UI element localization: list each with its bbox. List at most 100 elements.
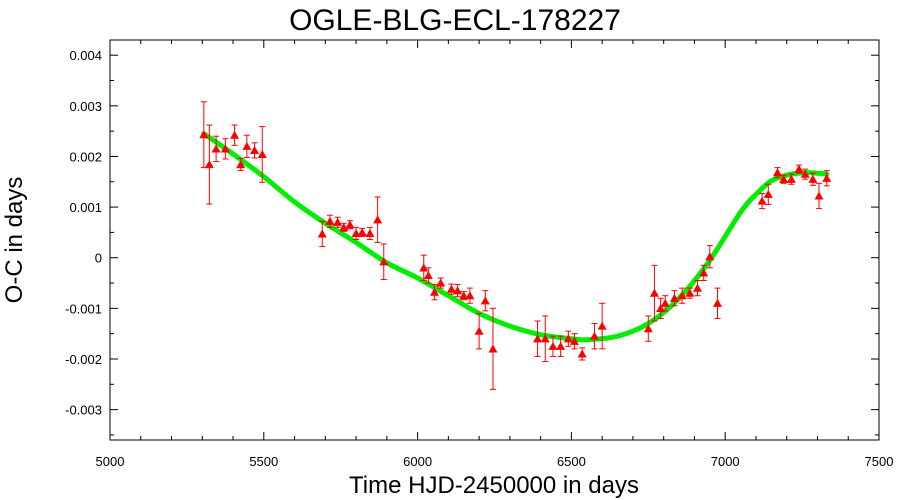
data-point [794, 164, 804, 174]
data-point [685, 287, 695, 299]
x-tick-label: 5500 [249, 454, 278, 469]
data-point [436, 277, 446, 289]
data-point [643, 315, 653, 342]
data-point [713, 287, 723, 319]
data-point [230, 124, 240, 146]
triangle-marker [220, 144, 230, 153]
x-tick-label: 6000 [403, 454, 432, 469]
triangle-marker [430, 287, 440, 296]
triangle-marker [236, 160, 246, 169]
triangle-marker [333, 217, 343, 226]
data-point [660, 295, 670, 312]
data-point [786, 173, 796, 185]
triangle-marker [763, 189, 773, 199]
triangle-marker [453, 286, 463, 295]
data-point [453, 284, 463, 298]
data-point [236, 157, 246, 172]
triangle-marker [436, 278, 446, 287]
triangle-marker [569, 336, 579, 345]
fit-curve [201, 131, 830, 343]
triangle-marker [563, 334, 573, 343]
triangle-marker [242, 141, 252, 150]
triangle-marker [669, 293, 679, 302]
triangle-marker [757, 196, 767, 205]
data-point [204, 124, 214, 205]
triangle-marker [656, 303, 666, 312]
x-tick-label: 7000 [711, 454, 740, 469]
data-point [800, 168, 810, 180]
triangle-marker [423, 270, 433, 280]
triangle-marker [345, 220, 355, 229]
data-point [597, 302, 607, 350]
data-point [257, 126, 267, 183]
data-point [333, 216, 343, 228]
data-point [480, 290, 490, 312]
data-point [533, 320, 543, 357]
chart-title: OGLE-BLG-ECL-178227 [289, 4, 621, 37]
triangle-marker [685, 288, 695, 297]
data-point [242, 134, 252, 158]
x-tick-label: 6500 [557, 454, 586, 469]
data-point [772, 167, 782, 179]
data-point [317, 220, 327, 248]
triangle-marker [772, 168, 782, 177]
triangle-marker [339, 222, 349, 231]
triangle-marker [540, 334, 550, 343]
y-tick-label: -0.001 [65, 301, 102, 316]
y-tick-label: -0.002 [65, 352, 102, 367]
data-point [474, 312, 484, 350]
triangle-marker [365, 228, 375, 238]
data-point [649, 264, 659, 322]
triangle-marker [357, 227, 367, 237]
triangle-marker [677, 291, 687, 300]
triangle-marker [786, 174, 796, 183]
x-axis: 5000 5500 6000 6500 7000 7500 [96, 40, 894, 469]
data-point [699, 264, 709, 282]
triangle-marker [693, 283, 703, 292]
data-point [379, 243, 389, 280]
triangle-marker [317, 229, 327, 238]
y-tick-label: 0.003 [69, 99, 102, 114]
data-point [814, 182, 824, 210]
triangle-marker [597, 321, 607, 330]
data-point [488, 307, 498, 390]
data-point [569, 333, 579, 350]
triangle-marker [211, 144, 221, 153]
triangle-marker [808, 174, 818, 183]
y-tick-label: 0.002 [69, 149, 102, 164]
triangle-marker [814, 191, 824, 200]
data-point [339, 222, 349, 232]
data-point [373, 196, 383, 244]
triangle-marker [800, 169, 810, 178]
triangle-marker [250, 145, 260, 154]
data-point [822, 170, 832, 187]
y-tick-label: 0.004 [69, 48, 102, 63]
data-point [345, 220, 355, 230]
triangle-marker [474, 326, 484, 335]
triangle-marker [794, 164, 804, 173]
data-point [365, 226, 375, 240]
data-point [677, 287, 687, 304]
triangle-marker [533, 334, 543, 343]
data-point [419, 254, 429, 282]
data-point [705, 245, 715, 269]
data-point [577, 347, 587, 361]
x-tick-label: 7500 [865, 454, 894, 469]
y-axis: 0.004 0.003 0.002 0.001 0 -0.001 -0.002 -0.003 [65, 48, 879, 436]
y-tick-label: 0.001 [69, 200, 102, 215]
triangle-marker [373, 215, 383, 224]
data-point [693, 280, 703, 297]
data-point [423, 267, 433, 284]
triangle-marker [649, 288, 659, 297]
data-point [211, 135, 221, 163]
data-point [563, 330, 573, 347]
data-point [250, 142, 260, 159]
data-point [548, 335, 558, 357]
triangle-marker [257, 149, 267, 159]
triangle-marker [459, 291, 469, 300]
triangle-marker [705, 252, 715, 261]
triangle-marker [779, 174, 789, 183]
data-point [757, 192, 767, 210]
triangle-marker [577, 349, 587, 358]
x-axis-label: Time HJD-2450000 in days [349, 472, 639, 499]
